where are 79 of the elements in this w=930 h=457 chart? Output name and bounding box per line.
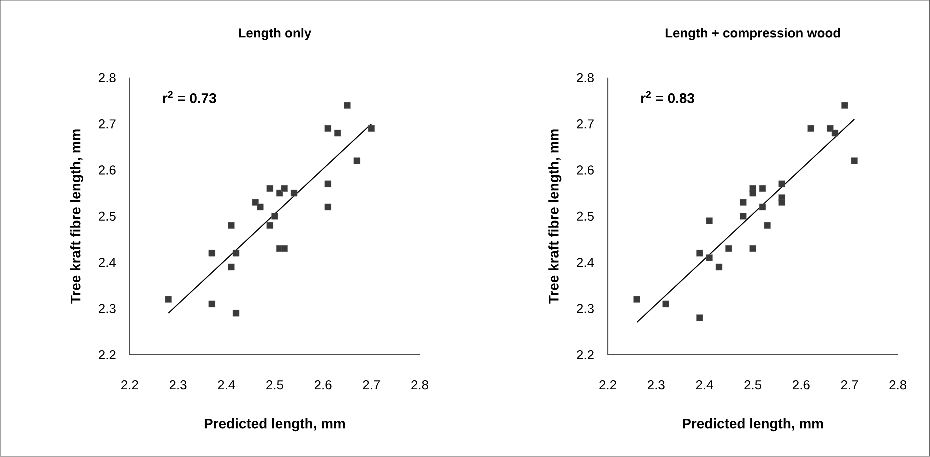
annotation: r$^{2}$ = 0.83 xyxy=(641,91,694,104)
point xyxy=(696,314,704,322)
point xyxy=(208,250,216,257)
point xyxy=(257,204,264,211)
point xyxy=(808,125,814,132)
point xyxy=(740,199,747,206)
y-tick-label: 2.4 xyxy=(99,258,116,268)
x-tick-label: 2.8 xyxy=(890,380,907,390)
x-tick-label: 2.3 xyxy=(648,380,665,390)
x-tick-label: 2.2 xyxy=(122,380,138,390)
y-tick-label: 2.6 xyxy=(99,166,116,175)
point xyxy=(696,250,704,257)
point xyxy=(759,185,766,192)
point xyxy=(716,264,723,271)
point xyxy=(634,296,640,303)
x-tick-label: 2.7 xyxy=(363,380,380,390)
point xyxy=(740,213,747,220)
point xyxy=(662,300,670,308)
point xyxy=(228,222,235,230)
point xyxy=(726,245,732,252)
point xyxy=(706,218,713,224)
y-axis-title: Tree kraft fibre length, mm xyxy=(70,130,84,304)
point xyxy=(842,102,848,110)
y-tick-label: 2.3 xyxy=(99,304,116,314)
x-tick-label: 2.8 xyxy=(412,380,428,390)
point xyxy=(266,222,274,230)
point xyxy=(344,102,351,110)
point xyxy=(764,222,771,230)
y-tick-label: 2.2 xyxy=(99,350,116,360)
point xyxy=(208,300,216,308)
point xyxy=(778,180,786,188)
point xyxy=(324,204,332,211)
point xyxy=(272,213,278,220)
point xyxy=(324,180,332,188)
x-axis-title: Predicted length, mm xyxy=(204,418,346,432)
point xyxy=(851,158,858,164)
point xyxy=(228,264,235,271)
x-tick-label: 2.5 xyxy=(266,380,284,390)
point xyxy=(759,204,766,211)
y-tick-label: 2.5 xyxy=(99,212,116,222)
x-tick-label: 2.2 xyxy=(600,380,616,390)
point xyxy=(368,125,375,132)
point xyxy=(827,125,834,132)
chart-title: Length + compression wood xyxy=(666,28,840,40)
y-tick-label: 2.8 xyxy=(99,73,116,83)
point xyxy=(232,310,240,317)
x-tick-label: 2.6 xyxy=(793,380,810,390)
point xyxy=(281,245,288,252)
point xyxy=(334,130,342,137)
y-tick-label: 2.8 xyxy=(577,73,594,83)
x-tick-label: 2.4 xyxy=(696,380,714,390)
y-tick-label: 2.6 xyxy=(577,166,594,175)
y-axis-title: Tree kraft fibre length, mm xyxy=(548,130,562,304)
y-tick-label: 2.2 xyxy=(577,350,594,360)
point xyxy=(266,185,274,192)
point xyxy=(354,158,360,164)
point xyxy=(165,296,172,303)
y-tick-label: 2.7 xyxy=(577,120,594,129)
x-axis-title: Predicted length, mm xyxy=(683,418,824,432)
point xyxy=(750,190,756,197)
x-tick-label: 2.4 xyxy=(218,380,236,390)
point xyxy=(324,125,332,132)
point xyxy=(290,190,298,197)
point xyxy=(281,185,288,192)
y-tick-label: 2.5 xyxy=(577,212,594,222)
point xyxy=(232,250,240,257)
y-tick-label: 2.4 xyxy=(577,258,594,268)
point xyxy=(750,245,756,252)
point xyxy=(778,199,786,206)
point xyxy=(706,254,713,262)
x-tick-label: 2.7 xyxy=(841,380,858,390)
annotation: r$^{2}$ = 0.73 xyxy=(163,91,216,104)
point xyxy=(832,130,839,137)
x-tick-label: 2.6 xyxy=(314,380,332,390)
y-tick-label: 2.7 xyxy=(99,120,116,129)
x-tick-label: 2.3 xyxy=(170,380,187,390)
chart-title: Length only xyxy=(239,28,312,40)
y-tick-label: 2.3 xyxy=(577,304,594,314)
x-tick-label: 2.5 xyxy=(744,380,762,390)
